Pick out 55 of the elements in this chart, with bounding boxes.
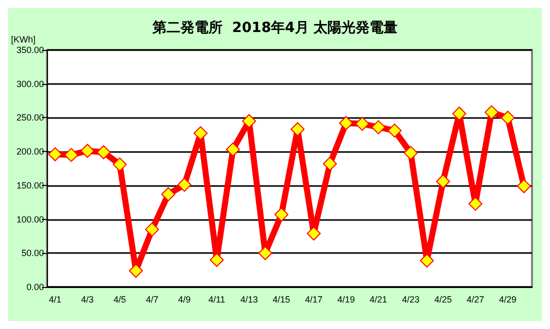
point [64, 148, 78, 162]
y-tick-label: 250.00 [16, 112, 44, 123]
y-tick-label: 100.00 [16, 214, 44, 224]
point [48, 147, 62, 162]
point [80, 144, 94, 158]
point [242, 114, 256, 128]
point [484, 105, 499, 120]
x-tick-label: 4/9 [178, 294, 191, 304]
x-tick-label: 4/19 [337, 294, 355, 304]
x-tick-label: 4/13 [240, 294, 258, 304]
x-tick-label: 4/3 [81, 294, 94, 304]
y-tick-label: 150.00 [16, 180, 44, 190]
point [452, 106, 466, 121]
x-tick-label: 4/1 [48, 294, 62, 304]
point [96, 145, 111, 160]
x-tick-label: 4/17 [304, 294, 323, 304]
y-tick-label: 50.00 [21, 248, 44, 258]
point [306, 226, 321, 241]
x-tick-label: 4/27 [466, 294, 484, 304]
point [371, 120, 386, 134]
y-axis-title: [KWh] [11, 34, 36, 44]
y-tick-label: 350.00 [16, 45, 44, 55]
x-tick-label: 4/29 [498, 294, 517, 304]
x-tick-label: 4/21 [370, 294, 388, 304]
x-tick-label: 4/23 [402, 294, 420, 304]
point [210, 252, 224, 267]
point [128, 264, 143, 278]
point [468, 196, 482, 211]
point [145, 222, 160, 236]
point [258, 246, 272, 260]
point [436, 174, 450, 188]
point [339, 116, 354, 130]
point [516, 179, 531, 194]
y-tick-label: 300.00 [16, 78, 44, 89]
chart-title: 第二発電所 2018年4月 太陽光発電量 [151, 20, 398, 36]
x-tick-label: 4/7 [146, 294, 158, 304]
point [194, 126, 208, 140]
point [388, 124, 402, 138]
point [290, 122, 305, 136]
x-tick-label: 4/5 [113, 294, 126, 304]
point [404, 146, 418, 160]
point [355, 116, 370, 131]
x-tick-label: 4/11 [208, 294, 226, 304]
y-tick-label: 200.00 [16, 146, 44, 157]
point [161, 187, 176, 202]
point [226, 142, 240, 157]
point [500, 110, 515, 125]
point [322, 156, 337, 171]
x-tick-label: 4/25 [434, 294, 452, 304]
point [177, 178, 192, 192]
point [420, 254, 434, 268]
y-tick-label: 0.00 [26, 282, 44, 292]
point [112, 157, 127, 172]
point [274, 208, 288, 222]
x-tick-label: 4/15 [272, 294, 290, 304]
